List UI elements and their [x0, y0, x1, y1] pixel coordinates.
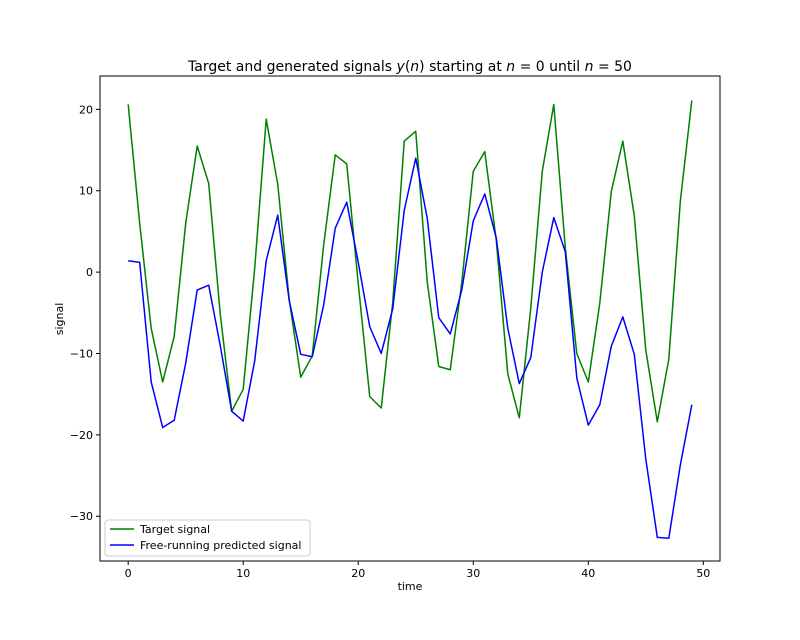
series-line-free-running-predicted-signal	[128, 157, 693, 539]
x-tick-label: 30	[466, 567, 480, 580]
legend: Target signal Free-running predicted sig…	[104, 519, 311, 557]
x-tick-label: 10	[236, 567, 250, 580]
x-tick-label: 50	[696, 567, 710, 580]
y-tick-label: −20	[70, 429, 93, 442]
axes-frame	[99, 75, 721, 562]
y-tick-label: 0	[86, 266, 93, 279]
plot-area: 0 10 20 30 40 50 −30 −20 −10 0 10 20	[70, 75, 721, 580]
y-tick-label: 10	[79, 185, 93, 198]
legend-label-predicted-signal: Free-running predicted signal	[140, 539, 301, 552]
y-tick-label: −30	[70, 510, 93, 523]
y-tick-label: 20	[79, 103, 93, 116]
x-tick-label: 20	[351, 567, 365, 580]
y-axis-label: signal	[53, 303, 66, 336]
x-tick-label: 40	[581, 567, 595, 580]
legend-frame	[104, 519, 311, 557]
legend-label-target-signal: Target signal	[139, 523, 210, 536]
chart-title: Target and generated signals y(n) starti…	[187, 59, 632, 75]
x-tick-label: 0	[125, 567, 132, 580]
x-axis-label: time	[398, 580, 423, 593]
y-tick-label: −10	[70, 347, 93, 360]
series-line-target-signal	[127, 100, 693, 423]
